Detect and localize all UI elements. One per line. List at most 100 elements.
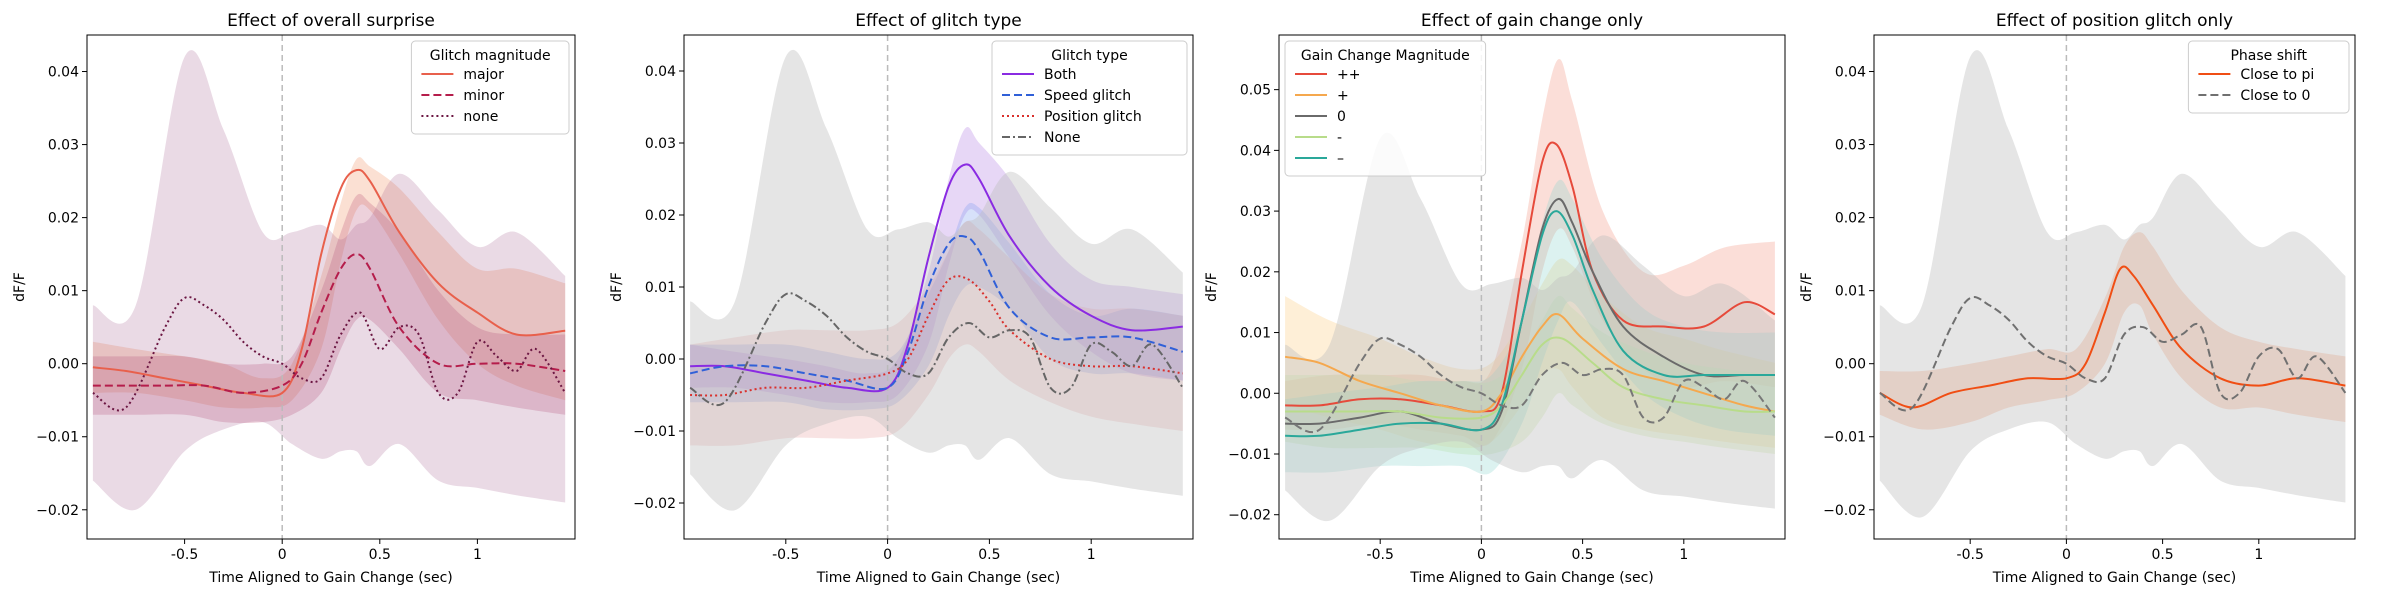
legend-label: 0 xyxy=(1337,109,1346,125)
y-tick-label: −0.02 xyxy=(36,503,79,519)
x-tick-label: 0 xyxy=(278,547,287,563)
legend-label: Close to 0 xyxy=(2240,88,2310,104)
y-tick-label: 0.00 xyxy=(1835,357,1866,373)
y-tick-label: 0.01 xyxy=(645,280,676,296)
x-axis-label: Time Aligned to Gain Change (sec) xyxy=(208,570,453,586)
confidence-band-3 xyxy=(690,220,1183,446)
x-tick-label: 0 xyxy=(1477,547,1486,563)
series-line-2 xyxy=(1284,312,1776,413)
y-tick-label: 0.04 xyxy=(645,64,676,80)
y-axis-label: dF/F xyxy=(1799,272,1815,302)
y-tick-label: −0.01 xyxy=(1228,447,1271,463)
legend-title: Glitch type xyxy=(1051,48,1127,64)
series-line-2 xyxy=(92,253,566,394)
x-tick-label: 0.5 xyxy=(978,547,1000,563)
confidence-band-1 xyxy=(92,157,566,409)
series-line-4 xyxy=(689,292,1184,406)
legend-box xyxy=(991,40,1188,156)
legend-label: Speed glitch xyxy=(1044,88,1131,104)
y-tick-label: −0.02 xyxy=(633,496,676,512)
series-line-2 xyxy=(1879,296,2347,412)
legend-label: Position glitch xyxy=(1044,109,1142,125)
chart-title: Effect of gain change only xyxy=(1421,11,1643,31)
axes-frame xyxy=(1873,34,2356,540)
y-tick-label: 0.01 xyxy=(48,284,79,300)
y-axis-label: dF/F xyxy=(12,272,28,302)
confidence-band-4 xyxy=(690,49,1183,511)
legend-label: ++ xyxy=(1337,67,1360,83)
series-line-4 xyxy=(1285,336,1775,420)
chart-panel-4: Effect of position glitch only -0.5 0 0.5 1 −… xyxy=(1799,11,2356,586)
x-axis-label: Time Aligned to Gain Change (sec) xyxy=(816,570,1061,586)
y-tick-label: 0.02 xyxy=(1835,211,1866,227)
x-tick-label: -0.5 xyxy=(1957,547,1984,563)
series-line-1 xyxy=(690,163,1183,393)
plot-area xyxy=(1284,35,1776,539)
chart-panel-3: Effect of gain change only -0.5 0 0.5 1 −0.02… xyxy=(1204,11,1786,586)
legend: Gain Change Magnitude+++0-– xyxy=(1284,40,1487,177)
series-line-1 xyxy=(1285,141,1776,413)
legend: Glitch magnitude major minor none xyxy=(410,40,570,135)
x-tick-label: 0 xyxy=(883,547,892,563)
x-tick-label: 0 xyxy=(2062,547,2071,563)
legend-label: Close to pi xyxy=(2240,67,2314,83)
chart-title: Effect of overall surprise xyxy=(227,11,435,31)
y-tick-label: 0.01 xyxy=(1835,284,1866,300)
x-tick-label: -0.5 xyxy=(171,547,198,563)
chart-title: Effect of position glitch only xyxy=(1996,11,2233,31)
chart-panel-2: Effect of glitch type -0.5 0 0.5 1 −0.02 −0.01… xyxy=(609,11,1194,586)
legend-box xyxy=(1284,40,1487,177)
series-line-3 xyxy=(690,275,1183,397)
series-line-6 xyxy=(1284,336,1776,433)
y-tick-label: 0.03 xyxy=(48,138,79,154)
confidence-band-2 xyxy=(690,202,1183,411)
x-tick-label: 0.5 xyxy=(369,547,391,563)
series-line-5 xyxy=(1285,210,1775,438)
y-tick-label: 0.03 xyxy=(1835,138,1866,154)
y-tick-label: 0.04 xyxy=(1240,143,1271,159)
chart-title: Effect of glitch type xyxy=(855,11,1022,31)
plot-area xyxy=(689,35,1184,539)
x-tick-label: 0.5 xyxy=(1571,547,1593,563)
x-tick-label: 1 xyxy=(1087,547,1096,563)
plot-area xyxy=(92,35,567,539)
legend-label: – xyxy=(1337,151,1344,167)
y-axis-label: dF/F xyxy=(1204,272,1220,302)
x-tick-label: 1 xyxy=(473,547,482,563)
x-axis-label: Time Aligned to Gain Change (sec) xyxy=(1992,570,2237,586)
legend-title: Glitch magnitude xyxy=(430,48,551,64)
legend-label: None xyxy=(1044,130,1081,146)
legend-label: none xyxy=(463,109,498,125)
legend-title: Phase shift xyxy=(2230,48,2307,64)
series-line-1 xyxy=(92,168,566,398)
y-tick-label: 0.04 xyxy=(1835,65,1866,81)
x-axis-label: Time Aligned to Gain Change (sec) xyxy=(1409,570,1654,586)
legend-label: - xyxy=(1337,130,1342,146)
y-tick-label: −0.02 xyxy=(1228,508,1271,524)
y-tick-label: 0.03 xyxy=(645,136,676,152)
legend-title: Gain Change Magnitude xyxy=(1301,48,1470,64)
legend: Phase shift Close to pi Close to 0 xyxy=(2187,40,2350,114)
legend-label: minor xyxy=(463,88,504,104)
axes-frame xyxy=(86,34,576,540)
y-tick-label: 0.02 xyxy=(645,208,676,224)
y-tick-label: 0.05 xyxy=(1240,83,1271,99)
y-tick-label: −0.01 xyxy=(1823,430,1866,446)
y-tick-label: 0.02 xyxy=(1240,265,1271,281)
legend: Glitch type Both Speed glitch Position glit… xyxy=(991,40,1188,156)
y-tick-label: 0.02 xyxy=(48,211,79,227)
legend-label: major xyxy=(463,67,504,83)
y-tick-label: 0.00 xyxy=(48,357,79,373)
y-tick-label: −0.02 xyxy=(1823,503,1866,519)
y-tick-label: 0.00 xyxy=(645,352,676,368)
legend-label: + xyxy=(1337,88,1349,104)
chart-panel-1: Effect of overall surprise -0.5 0 0.5 1 −0.02… xyxy=(12,11,576,586)
x-tick-label: -0.5 xyxy=(1367,547,1394,563)
x-tick-label: 1 xyxy=(1679,547,1688,563)
confidence-band-1 xyxy=(690,126,1183,404)
y-tick-label: 0.03 xyxy=(1240,204,1271,220)
legend-box xyxy=(410,40,570,135)
y-tick-label: 0.01 xyxy=(1240,326,1271,342)
series-line-2 xyxy=(689,235,1184,391)
